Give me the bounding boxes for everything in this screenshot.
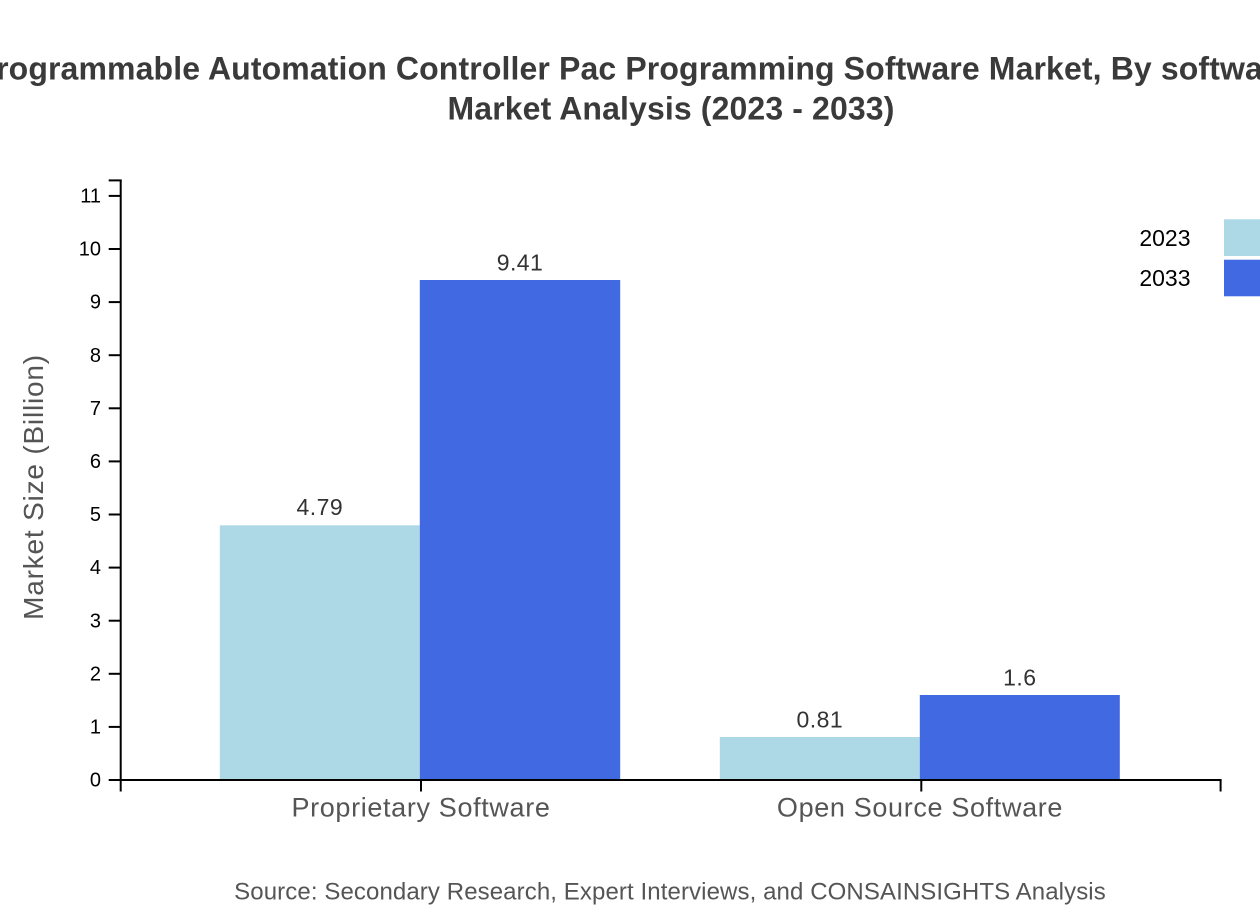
svg-text:Market Analysis (2023 - 2033): Market Analysis (2023 - 2033)	[448, 90, 895, 126]
svg-text:11: 11	[80, 186, 101, 208]
svg-text:Open Source Software: Open Source Software	[777, 793, 1063, 823]
svg-text:Source: Secondary Research, Ex: Source: Secondary Research, Expert Inter…	[234, 878, 1106, 905]
svg-text:1.6: 1.6	[1003, 664, 1036, 690]
svg-text:Market Size (Billion): Market Size (Billion)	[18, 354, 49, 620]
svg-text:2023: 2023	[1139, 225, 1190, 251]
svg-text:6: 6	[90, 451, 101, 473]
svg-text:2: 2	[90, 663, 101, 685]
svg-text:1: 1	[90, 717, 101, 739]
svg-text:3: 3	[90, 610, 101, 632]
svg-text:4.79: 4.79	[297, 494, 344, 520]
svg-text:8: 8	[90, 345, 101, 367]
svg-text:9: 9	[90, 292, 101, 314]
svg-text:Proprietary Software: Proprietary Software	[291, 793, 550, 823]
svg-text:4: 4	[90, 557, 101, 579]
svg-text:9.41: 9.41	[497, 249, 544, 275]
svg-text:7: 7	[90, 398, 101, 420]
svg-text:0.81: 0.81	[797, 706, 844, 732]
svg-text:0: 0	[90, 770, 101, 792]
svg-text:10: 10	[79, 239, 101, 261]
svg-text:2033: 2033	[1139, 265, 1190, 291]
svg-text:Programmable Automation Contro: Programmable Automation Controller Pac P…	[0, 51, 1260, 87]
svg-text:5: 5	[90, 504, 101, 526]
